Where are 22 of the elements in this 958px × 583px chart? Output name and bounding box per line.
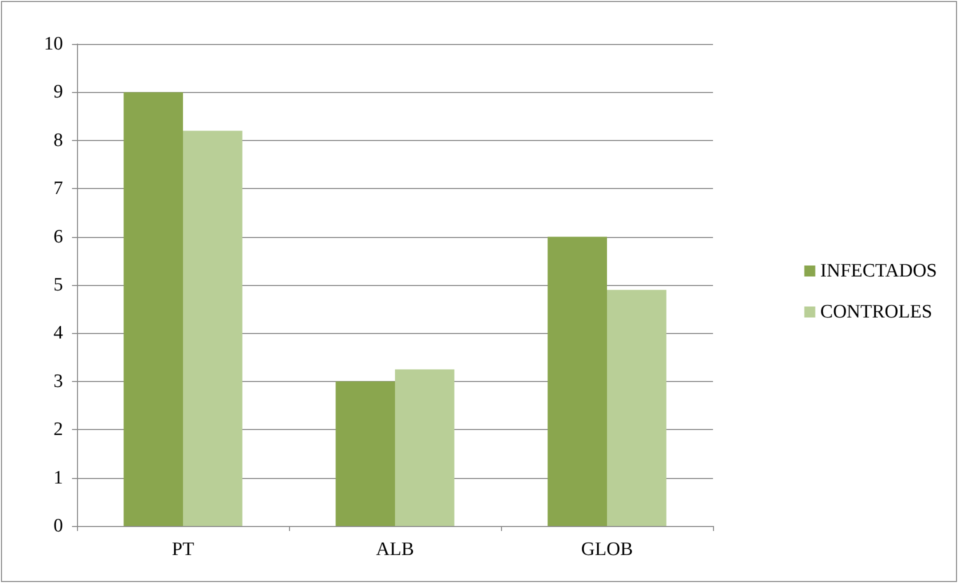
y-tick-label: 1: [54, 467, 63, 488]
y-tick-label: 2: [54, 419, 63, 440]
y-tick-label: 3: [54, 370, 63, 392]
bar: [183, 130, 242, 526]
x-tick-label: ALB: [376, 539, 414, 560]
x-tick-label: GLOB: [581, 539, 633, 560]
y-tick-label: 0: [54, 516, 63, 536]
bar: [548, 236, 607, 526]
bar: [124, 92, 183, 526]
y-tick-label: 10: [44, 34, 63, 54]
y-tick-label: 5: [54, 274, 63, 296]
legend-label: CONTROLES: [820, 302, 932, 322]
bar: [336, 381, 395, 526]
y-tick-label: 6: [54, 226, 63, 248]
y-tick-label: 7: [54, 178, 63, 200]
y-tick-label: 8: [54, 130, 63, 151]
bar: [395, 369, 454, 526]
y-tick-label: 9: [54, 82, 63, 103]
y-tick-label: 4: [54, 322, 64, 344]
bar: [607, 290, 666, 526]
legend-label: INFECTADOS: [820, 260, 938, 282]
x-tick-label: PT: [172, 539, 194, 560]
